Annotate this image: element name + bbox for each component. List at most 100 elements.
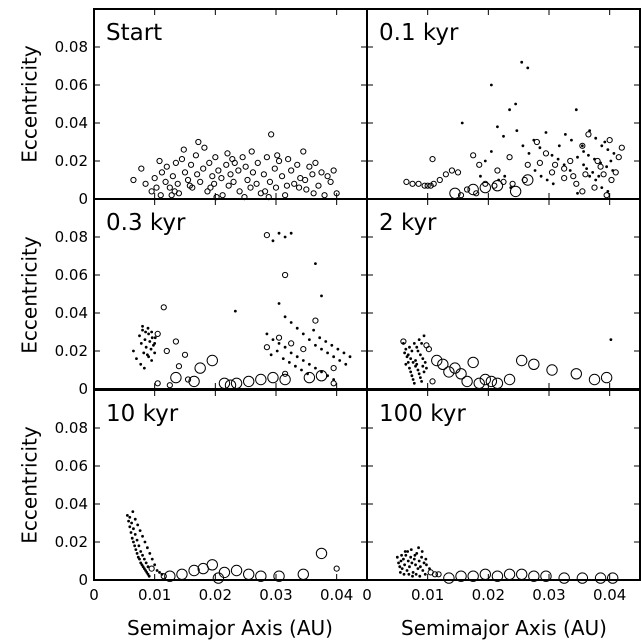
small-body-point bbox=[420, 380, 423, 383]
small-body-point bbox=[158, 571, 161, 574]
small-body-point bbox=[295, 355, 299, 359]
body-point bbox=[212, 154, 219, 161]
small-body-point bbox=[342, 351, 346, 355]
large-body-point bbox=[176, 568, 188, 580]
small-body-point bbox=[338, 359, 342, 362]
small-body-point bbox=[306, 372, 309, 376]
small-body-point bbox=[521, 144, 525, 148]
body-point bbox=[261, 188, 269, 195]
panel-label: 0.3 kyr bbox=[106, 210, 186, 236]
small-body-point bbox=[400, 553, 403, 557]
body-point bbox=[230, 178, 237, 185]
large-body-point bbox=[503, 373, 516, 386]
small-body-point bbox=[412, 381, 416, 385]
body-point bbox=[227, 171, 234, 178]
small-body-point bbox=[612, 152, 616, 155]
small-body-point bbox=[421, 364, 425, 368]
small-body-point bbox=[588, 174, 592, 178]
small-body-point bbox=[135, 357, 138, 360]
body-point bbox=[151, 175, 158, 182]
body-point bbox=[521, 176, 528, 184]
body-point bbox=[430, 180, 437, 187]
small-body-point bbox=[410, 374, 414, 378]
large-body-point bbox=[546, 364, 558, 376]
small-body-point bbox=[576, 155, 579, 159]
large-body-point bbox=[431, 354, 443, 367]
small-body-point bbox=[414, 364, 417, 368]
body-point bbox=[567, 157, 574, 165]
small-body-point bbox=[408, 565, 411, 569]
body-point bbox=[321, 192, 328, 199]
small-body-point bbox=[144, 561, 148, 565]
small-body-point bbox=[275, 349, 279, 353]
small-body-point bbox=[514, 102, 518, 106]
small-body-point bbox=[533, 169, 537, 172]
small-body-point bbox=[320, 294, 323, 298]
body-point bbox=[187, 161, 195, 168]
body-point bbox=[219, 192, 226, 199]
body-point bbox=[585, 131, 592, 138]
small-body-point bbox=[408, 366, 411, 370]
small-body-point bbox=[141, 534, 144, 538]
y-tick-label: 0.06 bbox=[55, 76, 88, 94]
small-body-point bbox=[147, 355, 151, 359]
small-body-point bbox=[588, 129, 592, 133]
x-axis-label-left: Semimajor Axis (AU) bbox=[127, 616, 333, 640]
small-body-point bbox=[496, 125, 499, 129]
x-tick-label: 0.01 bbox=[138, 586, 171, 604]
body-point bbox=[597, 163, 604, 170]
x-tick-label: 0 bbox=[362, 586, 372, 604]
body-point bbox=[448, 167, 456, 174]
body-point bbox=[249, 169, 257, 176]
small-body-point bbox=[508, 108, 511, 112]
small-body-point bbox=[422, 334, 426, 338]
small-body-point bbox=[138, 334, 141, 338]
small-body-point bbox=[515, 129, 519, 133]
small-body-point bbox=[593, 157, 596, 161]
small-body-point bbox=[141, 324, 144, 328]
y-tick-label: 0.06 bbox=[55, 457, 88, 475]
body-point bbox=[275, 334, 283, 341]
body-point bbox=[318, 169, 325, 176]
small-body-point bbox=[412, 342, 416, 345]
small-body-point bbox=[150, 557, 154, 561]
body-point bbox=[235, 167, 242, 174]
body-point bbox=[148, 565, 155, 572]
body-point bbox=[500, 178, 507, 185]
small-body-point bbox=[135, 538, 139, 542]
small-body-point bbox=[421, 357, 425, 360]
body-point bbox=[324, 173, 331, 180]
small-body-point bbox=[416, 567, 420, 570]
body-point bbox=[330, 167, 337, 174]
small-body-point bbox=[403, 550, 407, 553]
small-body-point bbox=[424, 557, 428, 561]
small-body-point bbox=[568, 169, 572, 172]
small-body-point bbox=[271, 239, 275, 243]
small-body-point bbox=[344, 362, 348, 366]
small-body-point bbox=[125, 514, 129, 517]
small-body-point bbox=[556, 157, 560, 161]
small-body-point bbox=[520, 60, 524, 64]
small-body-point bbox=[406, 559, 410, 563]
small-body-point bbox=[320, 347, 323, 351]
small-body-point bbox=[460, 121, 464, 125]
small-body-point bbox=[551, 182, 555, 186]
large-body-point bbox=[485, 375, 498, 388]
small-body-point bbox=[410, 561, 414, 565]
y-tick-label: 0 bbox=[78, 190, 88, 208]
x-tick-label: 0.04 bbox=[593, 586, 626, 604]
body-point bbox=[615, 154, 622, 161]
small-body-point bbox=[150, 330, 154, 334]
small-body-point bbox=[153, 563, 157, 567]
body-point bbox=[271, 165, 278, 172]
small-body-point bbox=[147, 574, 151, 578]
small-body-point bbox=[148, 340, 152, 343]
y-tick-label: 0.08 bbox=[55, 419, 88, 437]
body-point bbox=[476, 161, 483, 168]
small-body-point bbox=[411, 574, 414, 578]
small-body-point bbox=[400, 567, 404, 570]
small-body-point bbox=[160, 572, 164, 576]
body-point bbox=[473, 190, 480, 197]
small-body-point bbox=[591, 171, 595, 174]
small-body-point bbox=[277, 231, 281, 235]
